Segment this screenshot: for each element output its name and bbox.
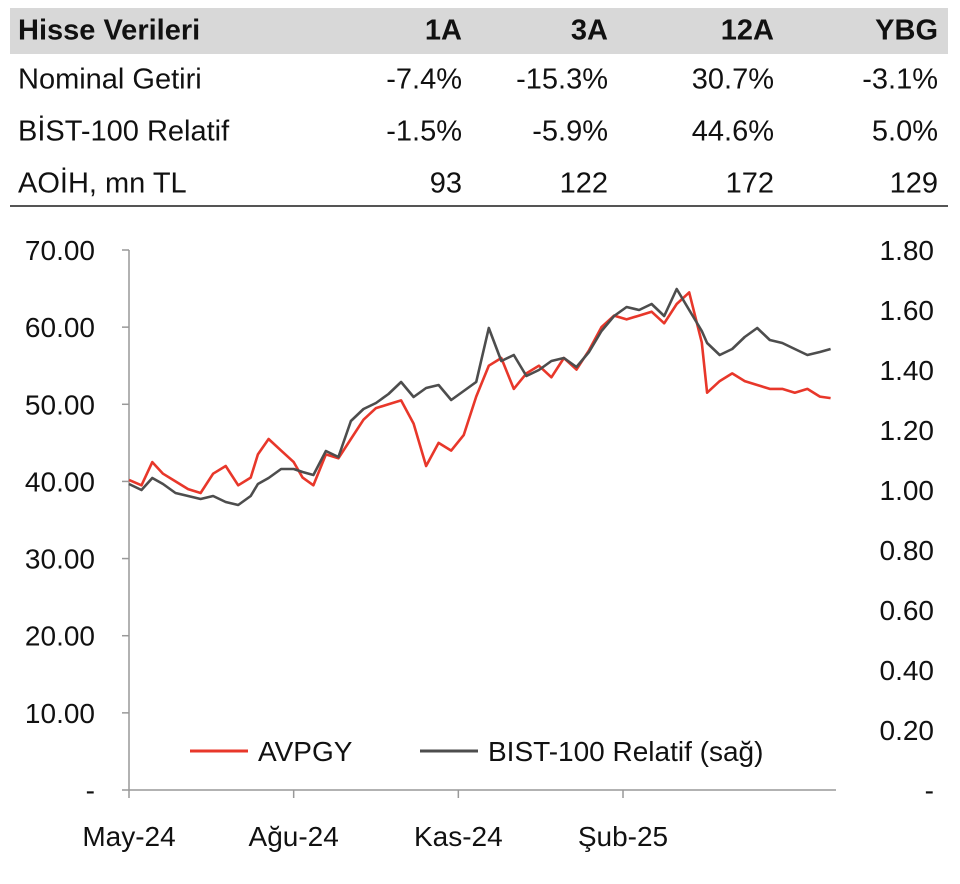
cell-value: -5.9% <box>532 115 608 148</box>
header-ybg: YBG <box>875 14 938 47</box>
header-1a: 1A <box>424 14 462 47</box>
series-line-1 <box>128 287 831 507</box>
series-layer <box>128 287 831 507</box>
row-label: Nominal Getiri <box>18 63 202 96</box>
cell-value: -15.3% <box>516 63 608 96</box>
left-tick-label: 10.00 <box>25 698 95 729</box>
legend-label: AVPGY <box>258 736 353 767</box>
right-tick-label: - <box>925 775 934 806</box>
table-header-row: Hisse Verileri 1A 3A 12A YBG <box>10 8 948 54</box>
table-row: Nominal Getiri -7.4% -15.3% 30.7% -3.1% <box>10 54 948 106</box>
right-tick-label: 1.40 <box>880 355 935 386</box>
x-tick-label: Şub-25 <box>578 821 668 852</box>
left-tick-label: 30.00 <box>25 544 95 575</box>
right-tick-label: 0.60 <box>880 595 935 626</box>
x-tick-label: Ağu-24 <box>249 821 339 852</box>
cell-value: 122 <box>559 167 608 200</box>
cell-value: 30.7% <box>691 63 774 96</box>
left-tick-label: 70.00 <box>25 235 95 266</box>
left-tick-label: 20.00 <box>25 621 95 652</box>
right-tick-label: 1.00 <box>880 475 935 506</box>
right-tick-label: 0.20 <box>880 715 935 746</box>
header-12a: 12A <box>720 14 774 47</box>
legend-label: BIST-100 Relatif (sağ) <box>488 736 763 767</box>
row-label: BİST-100 Relatif <box>18 115 230 148</box>
left-tick-label: 40.00 <box>25 466 95 497</box>
chart-legend: AVPGY BIST-100 Relatif (sağ) <box>190 736 763 767</box>
left-tick-label: 60.00 <box>25 312 95 343</box>
cell-value: -1.5% <box>386 115 462 148</box>
x-tick-label: Kas-24 <box>414 821 503 852</box>
header-label: Hisse Verileri <box>18 14 201 47</box>
right-tick-label: 1.60 <box>880 295 935 326</box>
right-tick-label: 1.80 <box>880 235 935 266</box>
left-tick-label: 50.00 <box>25 389 95 420</box>
cell-value: -7.4% <box>386 63 462 96</box>
row-label: AOİH, mn TL <box>18 167 187 200</box>
right-axis-ticks: - 0.20 0.40 0.60 0.80 1.00 1.20 1.40 1.60 1.80 <box>880 235 935 806</box>
chart-axes <box>128 250 836 791</box>
header-3a: 3A <box>570 14 608 47</box>
right-tick-label: 0.40 <box>880 655 935 686</box>
cell-value: 5.0% <box>871 115 938 148</box>
table-row: BİST-100 Relatif -1.5% -5.9% 44.6% 5.0% <box>10 106 948 158</box>
price-chart: - 10.00 20.00 30.00 40.00 50.00 60.00 70.00 - 0.… <box>25 235 935 852</box>
stock-data-table: Hisse Verileri 1A 3A 12A YBG Nominal Get… <box>10 8 948 210</box>
x-tick-label: May-24 <box>82 821 175 852</box>
table-row: AOİH, mn TL 93 122 172 129 <box>10 158 948 210</box>
left-tick-label: - <box>86 775 95 806</box>
cell-value: -3.1% <box>862 63 938 96</box>
left-axis-ticks: - 10.00 20.00 30.00 40.00 50.00 60.00 70.00 <box>25 235 129 806</box>
x-axis-ticks: May-24 Ağu-24 Kas-24 Şub-25 <box>82 790 668 852</box>
right-tick-label: 0.80 <box>880 535 935 566</box>
cell-value: 93 <box>429 167 462 200</box>
cell-value: 44.6% <box>691 115 774 148</box>
cell-value: 129 <box>889 167 938 200</box>
series-line-0 <box>128 291 831 495</box>
table-divider <box>10 205 948 207</box>
right-tick-label: 1.20 <box>880 415 935 446</box>
cell-value: 172 <box>725 167 774 200</box>
